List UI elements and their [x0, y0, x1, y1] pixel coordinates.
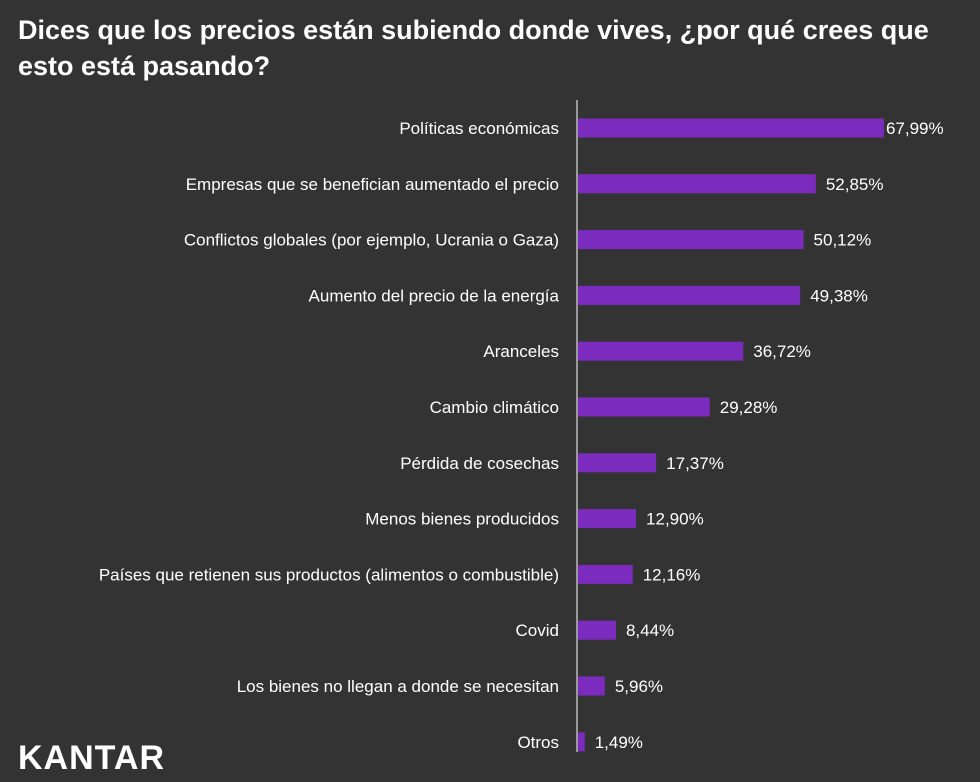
value-label: 1,49% — [595, 733, 643, 752]
category-label: Empresas que se benefician aumentado el … — [186, 175, 559, 194]
value-label: 12,90% — [646, 510, 704, 529]
bar — [578, 453, 657, 473]
bar — [578, 341, 744, 361]
category-label: Políticas económicas — [399, 119, 559, 138]
category-label: Aranceles — [483, 342, 559, 361]
value-label: 5,96% — [615, 677, 663, 696]
chart-title: Dices que los precios están subiendo don… — [18, 15, 929, 81]
bar — [578, 285, 801, 305]
category-label: Pérdida de cosechas — [400, 454, 559, 473]
bar — [578, 620, 616, 640]
bar — [578, 118, 884, 138]
value-label: 49,38% — [810, 286, 868, 305]
kantar-logo: KANTAR — [18, 739, 166, 777]
category-label: Conflictos globales (por ejemplo, Ucrani… — [184, 231, 559, 250]
category-label: Covid — [516, 621, 559, 640]
value-label: 29,28% — [720, 398, 778, 417]
bars-layer: Políticas económicas 67,99% Empresas que s… — [99, 100, 944, 752]
value-label: 12,16% — [643, 565, 701, 584]
category-label: Otros — [517, 733, 559, 752]
bar — [578, 230, 804, 250]
value-label: 17,37% — [666, 454, 724, 473]
category-label: Aumento del precio de la energía — [309, 286, 560, 305]
value-label: 50,12% — [814, 231, 872, 250]
value-label: 36,72% — [753, 342, 811, 361]
category-label: Menos bienes producidos — [365, 510, 559, 529]
category-label: Los bienes no llegan a donde se necesita… — [237, 677, 559, 696]
category-label: Países que retienen sus productos (alime… — [99, 565, 559, 584]
category-label: Cambio climático — [430, 398, 559, 417]
bar — [578, 732, 585, 752]
value-label: 52,85% — [826, 175, 884, 194]
bar — [578, 509, 637, 529]
bar — [578, 564, 633, 584]
bar — [578, 174, 816, 194]
value-label: 8,44% — [626, 621, 674, 640]
bar — [578, 676, 605, 696]
bar — [578, 397, 710, 417]
value-label: 67,99% — [886, 119, 944, 138]
